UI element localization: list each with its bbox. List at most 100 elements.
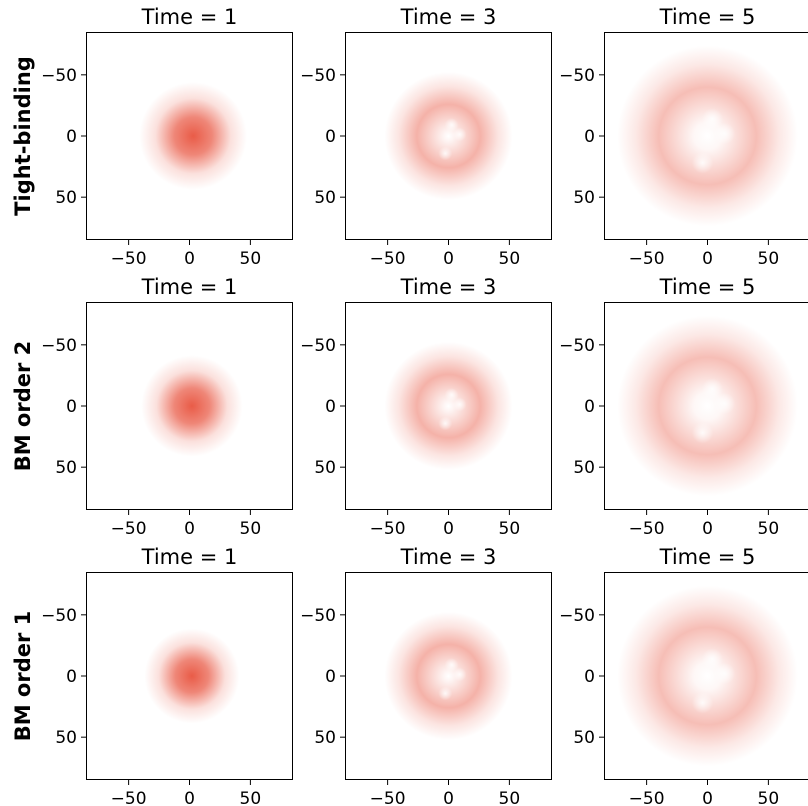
heatmap-image <box>345 32 552 240</box>
y-tick-label: 0 <box>325 397 336 417</box>
density-hole <box>452 127 467 142</box>
density-hole <box>691 692 714 714</box>
panel-title: Time = 1 <box>141 5 238 29</box>
y-tick-label: 50 <box>573 188 595 208</box>
density-ring <box>617 45 798 227</box>
density-hole <box>713 662 736 685</box>
panel-title: Time = 5 <box>659 275 756 299</box>
x-tick-label: 50 <box>499 249 521 269</box>
panel-title: Time = 1 <box>141 545 238 569</box>
panel-title: Time = 3 <box>400 545 497 569</box>
heatmap-image <box>604 572 808 780</box>
heatmap-image <box>345 302 552 510</box>
density-hole <box>701 108 724 130</box>
density-hole <box>444 117 459 132</box>
x-tick-label: −50 <box>629 249 665 269</box>
x-tick-label: 50 <box>240 519 262 539</box>
x-tick-label: 0 <box>702 519 713 539</box>
axes-frame <box>345 572 552 780</box>
x-tick-label: 50 <box>499 789 521 806</box>
x-tick-label: 0 <box>443 519 454 539</box>
heatmap-panel: Time = 1 −50 0 50 50 0 −50 <box>41 5 293 269</box>
y-tick-label: 50 <box>55 188 77 208</box>
panel-title: Time = 3 <box>400 275 497 299</box>
panel-title: Time = 5 <box>659 545 756 569</box>
density-hole <box>438 146 453 161</box>
density-hole <box>701 648 724 670</box>
y-tick-label: 0 <box>66 127 77 147</box>
x-tick-label: −50 <box>111 519 147 539</box>
density-blob <box>141 355 243 457</box>
density-hole <box>444 657 459 672</box>
panel-title: Time = 1 <box>141 275 238 299</box>
x-tick-label: 0 <box>702 789 713 806</box>
heatmap-panel: Time = 3 −50 0 50 50 0 −50 <box>300 275 552 539</box>
heatmap-image <box>86 572 293 780</box>
x-tick-label: 0 <box>702 249 713 269</box>
x-tick-label: 0 <box>184 789 195 806</box>
y-tick-label: 50 <box>573 458 595 478</box>
y-tick-label: −50 <box>300 66 336 86</box>
y-tick-label: 50 <box>314 728 336 748</box>
y-tick-label: 0 <box>66 397 77 417</box>
density-hole <box>438 686 453 701</box>
y-tick-label: 0 <box>325 127 336 147</box>
heatmap-image <box>86 32 293 240</box>
y-tick-label: 50 <box>573 728 595 748</box>
y-tick-label: −50 <box>559 336 595 356</box>
density-hole <box>452 397 467 412</box>
x-tick-label: 50 <box>758 519 780 539</box>
x-tick-label: 50 <box>758 789 780 806</box>
heatmap-panel: Time = 1 −50 0 50 50 0 −50 <box>41 275 293 539</box>
axes-frame <box>86 32 293 240</box>
heatmap-panel: Time = 3 −50 0 50 50 0 −50 <box>300 545 552 806</box>
x-tick-label: −50 <box>629 789 665 806</box>
x-tick-label: 0 <box>443 249 454 269</box>
y-tick-label: 0 <box>584 397 595 417</box>
y-tick-label: 0 <box>325 667 336 687</box>
x-tick-label: −50 <box>629 519 665 539</box>
density-blob <box>144 628 240 724</box>
y-tick-label: −50 <box>559 606 595 626</box>
x-tick-label: 50 <box>758 249 780 269</box>
heatmap-image <box>604 302 808 510</box>
y-tick-label: 50 <box>314 188 336 208</box>
axes-frame <box>345 302 552 510</box>
y-tick-label: −50 <box>41 336 77 356</box>
density-ring <box>384 341 513 471</box>
x-tick-label: 0 <box>443 789 454 806</box>
density-blob <box>139 82 247 190</box>
density-hole <box>691 422 714 444</box>
x-tick-label: −50 <box>111 789 147 806</box>
row-label: BM order 1 <box>11 611 35 742</box>
axes-frame <box>604 32 808 240</box>
axes-frame <box>86 302 293 510</box>
axes-frame <box>604 302 808 510</box>
density-hole <box>452 667 467 682</box>
heatmap-panel: Time = 3 −50 0 50 50 0 −50 <box>300 5 552 269</box>
panel-title: Time = 5 <box>659 5 756 29</box>
y-tick-label: −50 <box>41 606 77 626</box>
figure-root: Tight-binding Time = 1 −50 0 50 50 0 −50 Time = … <box>11 5 808 806</box>
panel-title: Time = 3 <box>400 5 497 29</box>
x-tick-label: −50 <box>370 789 406 806</box>
x-tick-label: −50 <box>370 519 406 539</box>
heatmap-image <box>604 32 808 240</box>
row-label: Tight-binding <box>11 56 35 216</box>
density-hole <box>701 378 724 400</box>
density-ring <box>617 315 798 497</box>
heatmap-image <box>345 572 552 780</box>
y-tick-label: −50 <box>41 66 77 86</box>
density-ring <box>384 611 513 741</box>
density-hole <box>713 122 736 145</box>
y-tick-label: 0 <box>584 127 595 147</box>
density-hole <box>438 416 453 431</box>
density-hole <box>691 152 714 174</box>
y-tick-label: 50 <box>314 458 336 478</box>
x-tick-label: 0 <box>184 249 195 269</box>
row-label: BM order 2 <box>11 341 35 472</box>
axes-frame <box>604 572 808 780</box>
y-tick-label: 50 <box>55 728 77 748</box>
heatmap-image <box>86 302 293 510</box>
